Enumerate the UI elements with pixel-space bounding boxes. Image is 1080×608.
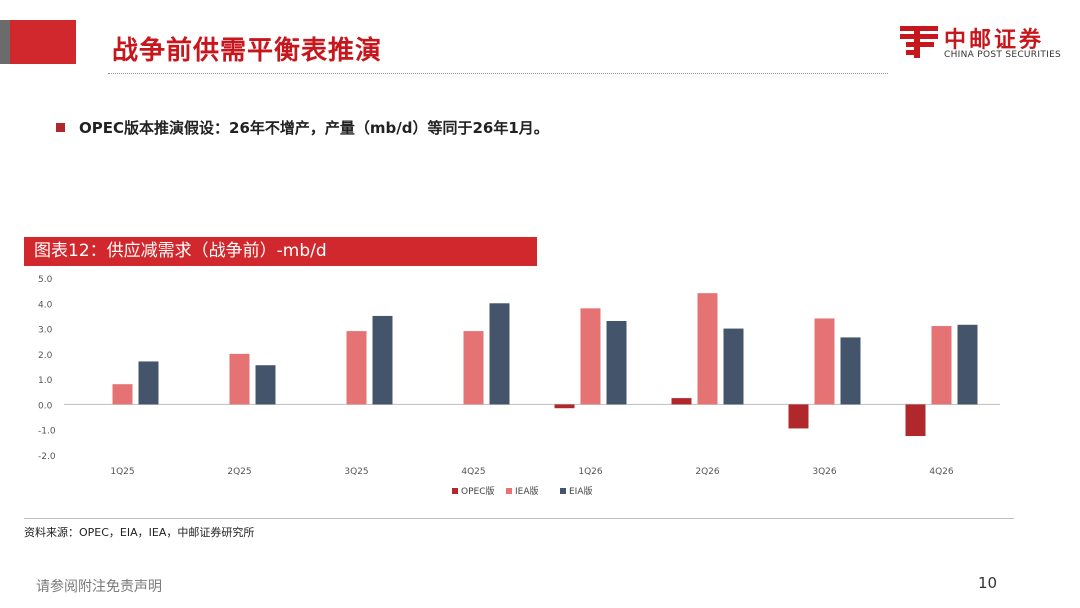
x-tick-label: 1Q26 [578, 467, 603, 477]
bar-3Q25-eia [372, 315, 393, 405]
chart-canvas: 5.0 4.0 3.0 2.0 1.0 0.0 -1.0 -2.0 1Q25 2Q25 3Q25 4Q… [38, 275, 1000, 497]
x-tick-label: 1Q25 [110, 467, 134, 477]
bar-4Q26-iea [931, 326, 952, 405]
x-tick-label: 3Q25 [344, 467, 368, 477]
y-tick-label: 2.0 [38, 351, 53, 361]
bar-2Q25-eia [255, 365, 276, 405]
bar-4Q26-opec [905, 404, 926, 437]
legend-label: IEA版 [515, 485, 539, 497]
bar-2Q26-opec [671, 398, 692, 405]
page-number: 10 [978, 574, 998, 592]
y-tick-label: -2.0 [38, 452, 56, 462]
title-divider [108, 73, 888, 74]
x-tick-label: 4Q25 [461, 467, 485, 477]
y-tick-label: 1.0 [38, 376, 53, 386]
legend-label: EIA版 [569, 485, 593, 497]
bar-3Q26-opec [788, 404, 809, 429]
bar-4Q25-eia [489, 303, 510, 405]
bar-1Q26-eia [606, 320, 627, 405]
bar-2Q26-iea [697, 293, 718, 405]
bar-1Q26-iea [580, 308, 601, 405]
bar-4Q25-iea [463, 331, 484, 405]
x-tick-label: 2Q26 [695, 467, 720, 477]
y-tick-label: 0.0 [38, 401, 53, 411]
legend-swatch [560, 488, 566, 494]
bar-3Q26-iea [814, 318, 835, 405]
legend-swatch [452, 488, 458, 494]
assumption-bullet: OPEC版本推演假设：26年不增产，产量（mb/d）等同于26年1月。 [56, 117, 549, 138]
x-tick-label: 2Q25 [227, 467, 251, 477]
bar-1Q26-opec [554, 404, 575, 409]
x-tick-label: 4Q26 [929, 467, 954, 477]
bar-2Q25-iea [229, 353, 250, 405]
legend-label: OPEC版 [461, 485, 494, 497]
y-tick-label: 5.0 [38, 275, 53, 285]
bar-2Q26-eia [723, 328, 744, 405]
figure-caption: 图表12：供应减需求（战争前）-mb/d [24, 237, 537, 266]
bar-4Q26-eia [957, 324, 978, 405]
header-accent-block [0, 20, 76, 64]
logo-chinese-name: 中邮证券 [944, 28, 1045, 53]
bar-1Q25-iea [112, 384, 133, 405]
assumption-text: OPEC版本推演假设：26年不增产，产量（mb/d）等同于26年1月。 [79, 119, 549, 137]
bar-3Q26-eia [840, 337, 861, 405]
y-tick-label: -1.0 [38, 427, 56, 437]
bar-3Q25-iea [346, 331, 367, 405]
disclaimer: 请参阅附注免责声明 [36, 579, 162, 595]
header-accent-stripe [0, 20, 10, 64]
balance-chart: 5.0 4.0 3.0 2.0 1.0 0.0 -1.0 -2.0 1Q25 2Q25 3Q25 4Q… [24, 268, 1014, 510]
y-tick-label: 4.0 [38, 300, 53, 310]
source-divider [24, 518, 1014, 519]
bullet-marker [56, 123, 65, 132]
china-post-logo-icon [900, 26, 938, 58]
legend-swatch [506, 488, 512, 494]
logo-english-name: CHINA POST SECURITIES [944, 50, 1062, 60]
source-note: 资料来源：OPEC，EIA，IEA，中邮证券研究所 [24, 526, 255, 539]
x-tick-label: 3Q26 [812, 467, 837, 477]
bar-1Q25-eia [138, 361, 159, 405]
y-tick-label: 3.0 [38, 326, 53, 336]
page-title: 战争前供需平衡表推演 [112, 36, 383, 66]
company-logo: 中邮证券 CHINA POST SECURITIES [898, 22, 1068, 64]
